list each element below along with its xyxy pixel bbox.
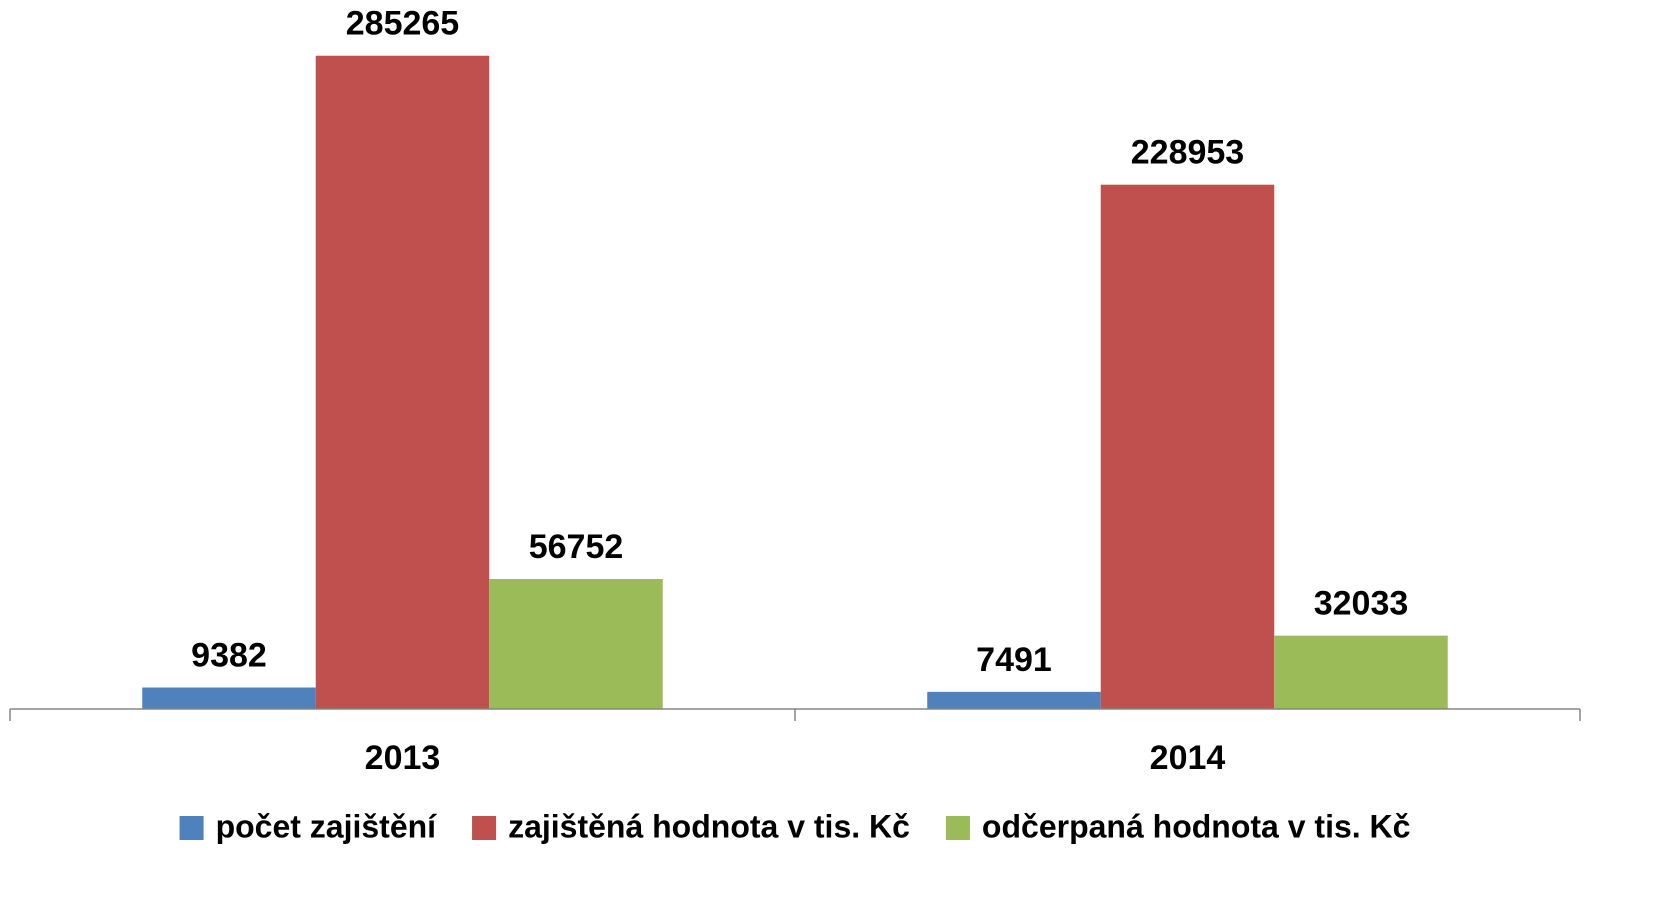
bar: [1274, 635, 1448, 709]
data-label: 285265: [346, 5, 459, 43]
x-tick-label: 2014: [1150, 739, 1226, 777]
legend-swatch: [945, 816, 970, 840]
data-label: 9382: [191, 636, 267, 674]
data-label: 228953: [1131, 134, 1244, 172]
x-tick-label: 2013: [365, 739, 441, 777]
data-label: 7491: [976, 641, 1052, 679]
legend-label: počet zajištění: [216, 808, 438, 844]
legend-swatch: [472, 816, 497, 840]
data-label: 32033: [1314, 585, 1409, 623]
legend-swatch: [179, 816, 204, 840]
bar: [1100, 184, 1275, 709]
bar: [142, 687, 316, 709]
bar: [315, 55, 490, 709]
bar: [927, 691, 1101, 709]
data-label: 56752: [529, 528, 624, 566]
legend-label: odčerpaná hodnota v tis. Kč: [982, 808, 1411, 844]
bar: [489, 579, 663, 709]
legend-label: zajištěná hodnota v tis. Kč: [508, 808, 910, 844]
